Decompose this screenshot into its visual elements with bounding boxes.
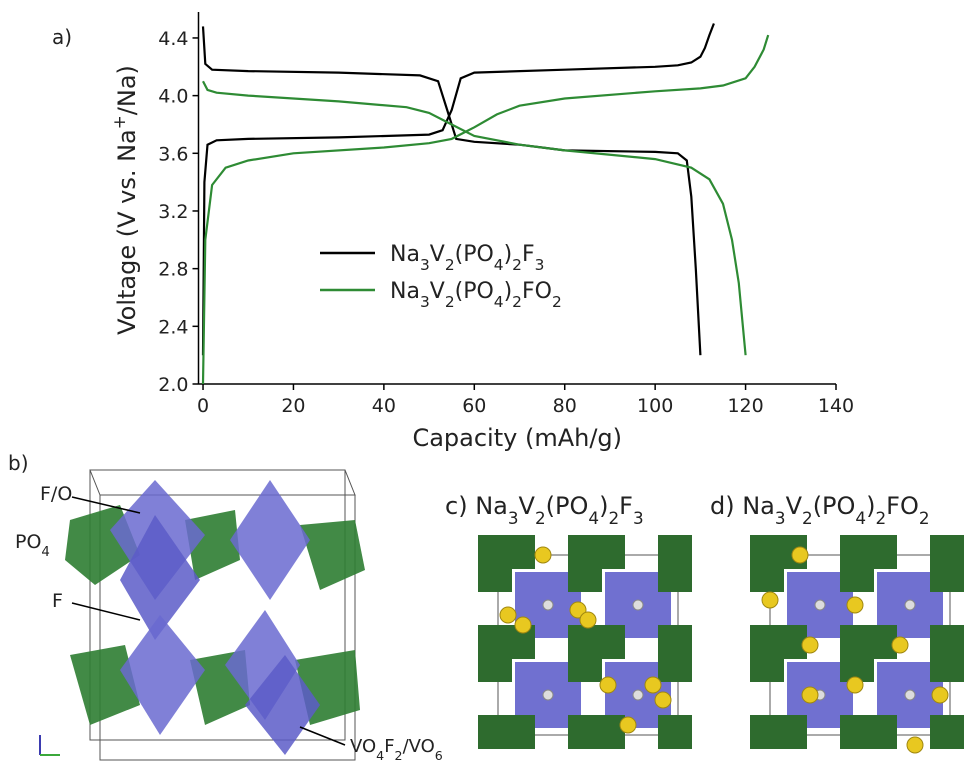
sodium — [932, 687, 948, 703]
sodium — [802, 637, 818, 653]
y-tick-label: 2.4 — [158, 316, 188, 338]
x-tick-label: 100 — [637, 395, 673, 417]
x-tick-label: 120 — [727, 395, 763, 417]
x-axis-label: Capacity (mAh/g) — [412, 424, 622, 452]
tetrahedron — [750, 535, 784, 569]
tetrahedron — [511, 535, 535, 569]
x-tick-label: 40 — [372, 395, 396, 417]
sodium — [580, 612, 596, 628]
x-tick-label: 80 — [553, 395, 577, 417]
tetrahedron — [840, 568, 874, 592]
vanadium — [633, 600, 643, 610]
y-tick-label: 4.0 — [158, 86, 188, 108]
sodium — [535, 547, 551, 563]
x-tick-label: 140 — [818, 395, 854, 417]
x-tick-label: 0 — [197, 395, 209, 417]
sodium — [802, 687, 818, 703]
octahedron — [230, 480, 310, 600]
sodium — [620, 717, 636, 733]
tetrahedron — [568, 658, 602, 682]
vanadium — [543, 600, 553, 610]
panel-label: b) — [8, 451, 29, 475]
tetrahedron — [658, 535, 692, 569]
sodium — [892, 637, 908, 653]
x-tick-label: 60 — [462, 395, 486, 417]
tetrahedron — [658, 568, 692, 592]
tetrahedron — [478, 715, 512, 749]
x-tick-label: 20 — [281, 395, 305, 417]
tetrahedron — [930, 535, 964, 569]
tetrahedron — [840, 535, 874, 569]
tetrahedron — [658, 715, 692, 749]
structure — [478, 535, 692, 749]
tetrahedron — [750, 568, 784, 592]
sodium — [600, 677, 616, 693]
sodium — [645, 677, 661, 693]
panel-label: a) — [52, 25, 72, 49]
pointer — [72, 603, 140, 620]
cell-edge — [90, 470, 355, 495]
tetrahedron — [930, 568, 964, 592]
vanadium — [905, 690, 915, 700]
tetrahedron — [750, 715, 784, 749]
sodium — [792, 547, 808, 563]
y-tick-label: 3.6 — [158, 143, 188, 165]
tetrahedron — [601, 625, 625, 659]
sodium — [847, 597, 863, 613]
sodium — [847, 677, 863, 693]
structure-label: VO4F2/VO6 — [350, 736, 443, 763]
sodium — [655, 692, 671, 708]
panel-title: c) Na3V2(PO4)2F3 — [445, 492, 644, 528]
structure-label: F — [52, 590, 63, 612]
tetrahedron — [478, 625, 512, 659]
structure — [750, 535, 964, 753]
vanadium — [905, 600, 915, 610]
tetrahedron — [568, 568, 602, 592]
sodium — [762, 592, 778, 608]
panel-title: d) Na3V2(PO4)2FO2 — [710, 492, 930, 528]
tetrahedron — [750, 658, 784, 682]
sodium — [500, 607, 516, 623]
vanadium — [633, 690, 643, 700]
tetrahedron — [568, 535, 602, 569]
tetrahedron — [658, 658, 692, 682]
y-tick-label: 4.4 — [158, 28, 188, 50]
tetrahedron — [783, 715, 807, 749]
vanadium — [815, 600, 825, 610]
sodium — [515, 617, 531, 633]
y-axis-label: Voltage (V vs. Na+/Na) — [109, 65, 141, 335]
tetrahedron — [568, 715, 602, 749]
tetrahedron — [930, 715, 964, 749]
tetrahedron — [478, 658, 512, 682]
tetrahedron — [930, 625, 964, 659]
structure-label: F/O — [40, 483, 72, 505]
sodium — [907, 737, 923, 753]
tetrahedron — [840, 625, 874, 659]
y-tick-label: 3.2 — [158, 201, 188, 223]
legend-label: Na3V2(PO4)2F3 — [390, 242, 544, 274]
vanadium — [543, 690, 553, 700]
y-tick-label: 2.8 — [158, 259, 188, 281]
tetrahedron — [873, 715, 897, 749]
legend-label: Na3V2(PO4)2FO2 — [390, 279, 562, 311]
tetrahedron — [568, 625, 602, 659]
tetrahedron — [601, 535, 625, 569]
tetrahedron — [478, 535, 512, 569]
series-line — [203, 35, 768, 384]
octahedron — [120, 615, 205, 735]
tetrahedron — [930, 658, 964, 682]
structure-label: PO4 — [15, 531, 50, 560]
tetrahedron — [478, 568, 512, 592]
figure: a) b) c) Na3V2(PO4)2F3 d) Na3V2(PO4)2FO2… — [0, 0, 965, 767]
tetrahedron — [658, 625, 692, 659]
tetrahedron — [750, 625, 784, 659]
tetrahedron — [873, 535, 897, 569]
tetrahedron — [840, 715, 874, 749]
y-tick-label: 2.0 — [158, 374, 188, 396]
pointer — [300, 727, 345, 745]
series-line — [203, 24, 714, 356]
structure-b — [40, 470, 365, 760]
tetrahedron — [511, 715, 535, 749]
